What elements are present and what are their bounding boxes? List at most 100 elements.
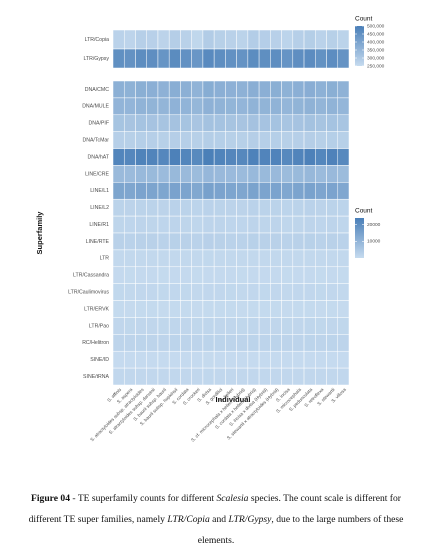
heatmap-cell: [123, 266, 136, 284]
heatmap-cell: [135, 266, 147, 284]
heatmap-cell: [213, 182, 226, 200]
heatmap-cell: [225, 283, 237, 301]
heatmap-cell: [247, 165, 260, 183]
heatmap-cell: [303, 367, 316, 386]
y-tick-label: LINE/RTE: [86, 239, 110, 245]
heatmap-cell: [247, 198, 260, 217]
heatmap-cell: [326, 249, 339, 268]
heatmap-cell: [326, 182, 339, 200]
heatmap-cell: [135, 148, 147, 166]
heatmap-cell: [146, 198, 159, 217]
heatmap-cell: [123, 48, 136, 69]
heatmap-cell: [191, 266, 204, 284]
heatmap-cell: [236, 80, 249, 99]
heatmap-cell: [157, 334, 170, 352]
heatmap-cell: [236, 266, 249, 284]
heatmap-cell: [247, 266, 260, 284]
heatmap-cell: [191, 114, 204, 132]
heatmap-cell: [326, 48, 339, 69]
heatmap-cell: [258, 182, 271, 200]
heatmap-cell: [157, 249, 170, 268]
heatmap-cell: [168, 317, 181, 335]
legend-tick-label: 300,000: [367, 55, 385, 61]
heatmap-cell: [337, 97, 350, 116]
legend-title: Count: [355, 16, 373, 23]
heatmap-cell: [303, 131, 316, 149]
heatmap-cell: [303, 165, 316, 183]
heatmap-cell: [225, 215, 237, 234]
heatmap-cell: [225, 367, 237, 386]
y-tick-label: DNA/TcMar: [82, 137, 109, 143]
heatmap-cell: [180, 350, 192, 369]
heatmap-cell: [225, 232, 237, 251]
heatmap-cell: [146, 266, 159, 284]
heatmap-cell: [225, 350, 237, 369]
heatmap-cell: [326, 300, 339, 318]
heatmap-cell: [180, 249, 192, 268]
heatmap-cell: [337, 198, 350, 217]
heatmap-cell: [112, 283, 125, 301]
heatmap-cell: [157, 165, 170, 183]
y-tick-label: SINE/tRNA: [83, 374, 109, 380]
heatmap-cell: [202, 80, 215, 99]
heatmap-cell: [315, 283, 327, 301]
y-tick-label: LTR/Gypsy: [83, 56, 109, 62]
heatmap-cell: [213, 80, 226, 99]
heatmap-cell: [337, 317, 350, 335]
heatmap-cell: [135, 97, 147, 116]
heatmap-cell: [236, 249, 249, 268]
heatmap-cell: [270, 283, 282, 301]
heatmap-cell: [258, 317, 271, 335]
heatmap-cell: [168, 249, 181, 268]
heatmap-cell: [303, 317, 316, 335]
heatmap-cell: [112, 215, 125, 234]
heatmap-cell: [281, 148, 294, 166]
heatmap-cell: [168, 48, 181, 69]
heatmap-cell: [123, 198, 136, 217]
y-tick-label: LTR/Copia: [85, 37, 110, 43]
heatmap-cell: [202, 148, 215, 166]
heatmap-cell: [326, 114, 339, 132]
heatmap-cell: [213, 249, 226, 268]
heatmap-cell: [270, 249, 282, 268]
heatmap-cell: [135, 165, 147, 183]
heatmap-cell: [191, 300, 204, 318]
heatmap-cell: [213, 283, 226, 301]
heatmap-cell: [303, 300, 316, 318]
heatmap-cell: [135, 334, 147, 352]
heatmap-cell: [213, 148, 226, 166]
y-tick-label: LTR: [100, 256, 110, 262]
heatmap-cell: [292, 232, 305, 251]
heatmap-cell: [292, 114, 305, 132]
heatmap-cell: [135, 367, 147, 386]
heatmap-cell: [247, 350, 260, 369]
heatmap-cell: [315, 334, 327, 352]
heatmap-cell: [123, 350, 136, 369]
heatmap-cell: [146, 317, 159, 335]
heatmap-cell: [258, 215, 271, 234]
heatmap-cell: [247, 182, 260, 200]
heatmap-cell: [112, 97, 125, 116]
heatmap-cell: [281, 198, 294, 217]
heatmap-cell: [202, 114, 215, 132]
heatmap-cell: [225, 300, 237, 318]
heatmap-cell: [123, 114, 136, 132]
heatmap-cell: [146, 249, 159, 268]
heatmap-cell: [146, 182, 159, 200]
heatmap-cell: [292, 131, 305, 149]
heatmap-cell: [236, 148, 249, 166]
heatmap-cell: [202, 350, 215, 369]
heatmap-cell: [112, 80, 125, 99]
heatmap-cell: [281, 215, 294, 234]
heatmap-cell: [123, 249, 136, 268]
y-tick-label: DNA/PIF: [89, 121, 109, 127]
heatmap-cell: [135, 198, 147, 217]
heatmap-cell: [337, 334, 350, 352]
heatmap-cell: [135, 29, 147, 50]
heatmap-cell: [270, 367, 282, 386]
heatmap-cell: [191, 48, 204, 69]
legend-tick-label: 400,000: [367, 39, 385, 45]
y-tick-label: LTR/ERVK: [84, 306, 109, 312]
heatmap-cell: [146, 300, 159, 318]
heatmap-cell: [303, 29, 316, 50]
